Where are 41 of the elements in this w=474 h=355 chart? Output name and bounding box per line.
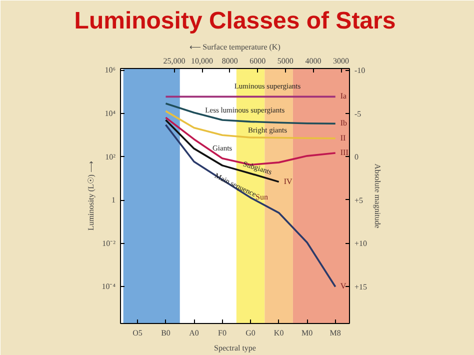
chart-title: Luminosity Classes of Stars (74, 8, 396, 34)
annotation: Ia (340, 92, 348, 101)
x-axis-title: Spectral type (214, 344, 256, 352)
text: ⟵ Surface temperature (K) (190, 42, 281, 52)
x-tick-label: B0 (161, 328, 170, 338)
annotation: V (340, 282, 346, 291)
y2-tick-label: +10 (354, 239, 368, 248)
text: 8000 (222, 56, 238, 66)
y-tick-label: 10² (105, 152, 116, 162)
text: 6000 (250, 56, 266, 66)
x-tick-label: M0 (302, 328, 313, 338)
x-tick-label: K0 (274, 328, 284, 338)
x-tick-label: G0 (246, 328, 256, 338)
text: 3000 (333, 56, 350, 66)
annotation: Sun (256, 192, 268, 202)
text: 4000 (305, 56, 322, 66)
text: 10,000 (191, 56, 214, 66)
y2-tick-label: -5 (354, 109, 362, 118)
annotation: Ib (340, 118, 348, 128)
y-tick-label: 1 (112, 196, 116, 205)
y-tick-label: 10⁶ (104, 66, 116, 75)
annotation: II (340, 133, 346, 142)
y-tick-label: 10⁴ (104, 109, 116, 118)
y2-tick-label: -10 (354, 66, 366, 76)
y-tick-label: 10⁻² (102, 238, 116, 248)
x-tick-label: M8 (330, 328, 341, 338)
y-tick-label: 10⁻⁴ (102, 282, 116, 292)
x-tick-label: A0 (189, 328, 199, 338)
x-tick-label: O5 (132, 328, 142, 338)
line-series (164, 102, 336, 125)
text: 25,000 (163, 56, 186, 66)
y2-axis-title: Absolute magnitude (373, 164, 382, 229)
y-axis-title: Luminosity (L☉) ⟶ (86, 160, 96, 231)
annotation: IV (284, 176, 292, 186)
annotation: III (340, 148, 349, 158)
x-tick-label: F0 (218, 328, 227, 338)
y2-tick-label: +5 (354, 196, 364, 205)
y2-tick-label: 0 (354, 152, 358, 162)
text: 5000 (277, 56, 294, 66)
line-series (164, 124, 336, 288)
y2-tick-label: +15 (354, 282, 368, 292)
